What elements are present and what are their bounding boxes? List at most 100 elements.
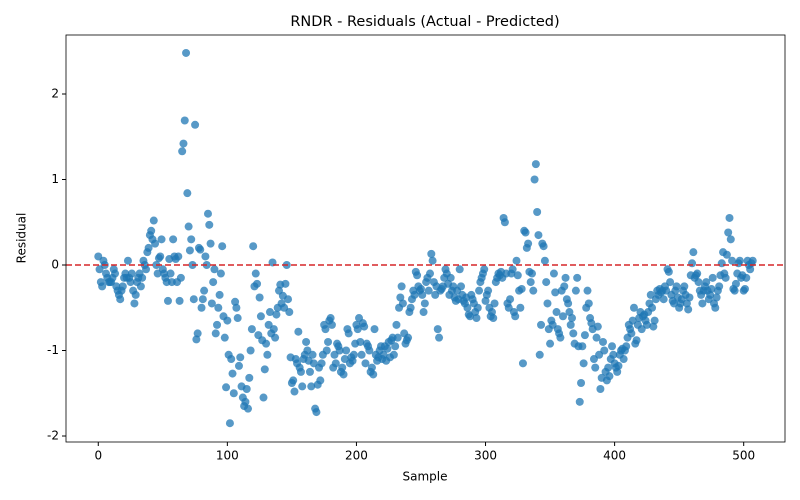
data-point xyxy=(256,312,265,321)
data-point xyxy=(463,303,472,312)
data-point xyxy=(393,333,402,342)
data-point xyxy=(242,384,251,393)
data-point xyxy=(446,273,455,282)
y-tick-label: 1 xyxy=(51,172,59,186)
data-point xyxy=(424,286,433,295)
data-point xyxy=(180,116,189,125)
data-point xyxy=(307,382,316,391)
data-point xyxy=(556,333,565,342)
data-point xyxy=(433,325,442,334)
data-point xyxy=(201,252,210,261)
data-point xyxy=(728,256,737,265)
data-point xyxy=(234,361,243,370)
data-point xyxy=(735,256,744,265)
data-point xyxy=(577,379,586,388)
data-point xyxy=(249,242,258,251)
data-point xyxy=(131,290,140,299)
data-point xyxy=(435,333,444,342)
data-point xyxy=(203,209,212,218)
data-point xyxy=(530,175,539,184)
data-point xyxy=(391,342,400,351)
data-point xyxy=(269,325,278,334)
data-point xyxy=(584,299,593,308)
data-point xyxy=(650,316,659,325)
data-point xyxy=(455,265,464,274)
data-point xyxy=(748,256,757,265)
data-point xyxy=(209,278,218,287)
data-point xyxy=(302,337,311,346)
data-point xyxy=(184,222,193,231)
data-point xyxy=(126,278,135,287)
data-point xyxy=(487,308,496,317)
data-point xyxy=(206,239,215,248)
data-point xyxy=(533,207,542,216)
data-point xyxy=(349,350,358,359)
data-point xyxy=(604,363,613,372)
data-point xyxy=(473,303,482,312)
data-point xyxy=(253,279,262,288)
data-point xyxy=(312,408,321,417)
plot-frame xyxy=(65,34,786,443)
data-point xyxy=(223,316,232,325)
data-point xyxy=(717,259,726,268)
data-point xyxy=(294,327,303,336)
data-point xyxy=(632,336,641,345)
data-point xyxy=(579,359,588,368)
data-point xyxy=(711,303,720,312)
data-point xyxy=(339,370,348,379)
data-point xyxy=(228,369,237,378)
data-point xyxy=(566,320,575,329)
data-point xyxy=(526,278,535,287)
data-point xyxy=(706,290,715,299)
data-point xyxy=(702,278,711,287)
data-point xyxy=(178,147,187,156)
x-tick-label: 0 xyxy=(94,449,102,463)
data-point xyxy=(685,293,694,302)
data-point xyxy=(591,363,600,372)
data-point xyxy=(715,282,724,291)
data-point xyxy=(361,359,370,368)
data-point xyxy=(360,322,369,331)
data-point xyxy=(262,339,271,348)
data-point xyxy=(335,346,344,355)
data-point xyxy=(193,329,202,338)
data-point xyxy=(724,228,733,237)
y-tick-label: -2 xyxy=(47,429,59,443)
data-point xyxy=(698,299,707,308)
data-point xyxy=(179,139,188,148)
data-point xyxy=(316,376,325,385)
data-point xyxy=(428,256,437,265)
data-point xyxy=(298,382,307,391)
data-point xyxy=(404,333,413,342)
data-point xyxy=(244,404,253,413)
data-point xyxy=(383,344,392,353)
data-point xyxy=(379,350,388,359)
data-point xyxy=(392,320,401,329)
x-tick-label: 100 xyxy=(216,449,239,463)
data-point xyxy=(241,397,250,406)
data-point xyxy=(232,303,241,312)
data-point xyxy=(672,282,681,291)
x-tick-label: 200 xyxy=(345,449,368,463)
data-point xyxy=(500,218,509,227)
data-point xyxy=(573,273,582,282)
data-point xyxy=(116,295,125,304)
data-point xyxy=(182,48,191,57)
data-point xyxy=(484,286,493,295)
data-point xyxy=(664,267,673,276)
x-tick-label: 400 xyxy=(603,449,626,463)
data-point xyxy=(694,278,703,287)
data-point xyxy=(271,333,280,342)
data-point xyxy=(551,288,560,297)
data-point xyxy=(524,239,533,248)
data-point xyxy=(216,269,225,278)
x-tick-label: 500 xyxy=(732,449,755,463)
data-point xyxy=(549,269,558,278)
data-point xyxy=(568,314,577,323)
data-point xyxy=(118,282,127,291)
data-point xyxy=(281,279,290,288)
data-point xyxy=(348,356,357,365)
data-point xyxy=(192,335,201,344)
data-point xyxy=(198,295,207,304)
